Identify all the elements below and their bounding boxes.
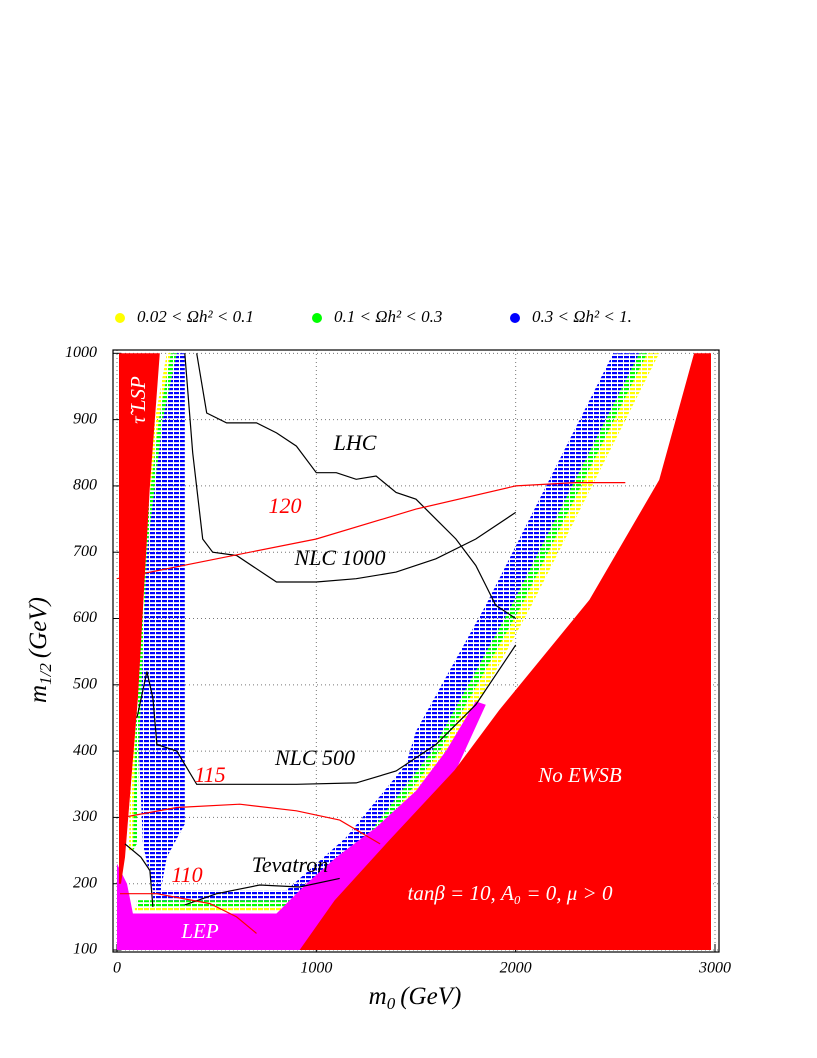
- contour-line: [120, 893, 257, 934]
- legend-marker: [115, 313, 125, 323]
- legend-label: 0.3 < Ωh² < 1.: [532, 307, 632, 326]
- y-tick-label: 800: [73, 477, 97, 494]
- y-tick-label: 600: [73, 609, 97, 626]
- annotation: tanβ = 10, A₀ = 0, μ > 0: [408, 881, 613, 905]
- axis-unit: (GeV): [25, 597, 52, 658]
- contour-label: Tevatron: [252, 852, 329, 877]
- contour-label: 115: [194, 762, 225, 787]
- y-tick-label: 500: [73, 675, 97, 692]
- y-tick-label: 200: [73, 874, 97, 891]
- y-axis-label: m1/2 (GeV): [25, 597, 55, 703]
- axis-symbol: m: [25, 685, 52, 703]
- x-tick-label: 0: [113, 960, 121, 977]
- excluded-region: [119, 353, 160, 884]
- legend-marker: [510, 313, 520, 323]
- contour-line: [122, 803, 381, 845]
- excluded-region: [299, 353, 711, 950]
- contour-line: [196, 353, 517, 620]
- excluded-region: [117, 701, 486, 950]
- plot-frame: [112, 349, 720, 953]
- legend-label: 0.1 < Ωh² < 0.3: [334, 307, 442, 326]
- relic-density-band: [138, 353, 185, 891]
- legend-marker: [312, 313, 322, 323]
- relic-density-band: [152, 890, 297, 901]
- y-tick-label: 300: [72, 808, 97, 825]
- x-axis-label: m0 (GeV): [369, 983, 462, 1013]
- relic-density-band: [316, 353, 660, 884]
- region-label: No EWSB: [537, 763, 622, 787]
- contour-line: [184, 353, 517, 583]
- y-tick-label: 700: [73, 543, 97, 560]
- contour-label: LHC: [333, 430, 377, 455]
- x-tick-label: 1000: [300, 960, 332, 977]
- region-label: τ̃ LSP: [126, 376, 150, 424]
- x-tick-label: 2000: [500, 960, 532, 977]
- relic-density-band: [306, 353, 648, 884]
- y-tick-label: 1000: [65, 344, 97, 361]
- contour-label: NLC 500: [274, 745, 355, 770]
- relic-density-band: [134, 906, 289, 912]
- axis-unit: (GeV): [400, 983, 461, 1010]
- contour-line: [124, 843, 340, 907]
- axis-symbol: m: [369, 983, 387, 1010]
- y-tick-label: 900: [73, 410, 97, 427]
- y-tick-label: 100: [73, 941, 97, 958]
- contour-label: 110: [171, 862, 202, 887]
- relic-density-band: [136, 900, 293, 907]
- contour-line: [116, 482, 626, 580]
- y-tick-label: 400: [73, 742, 97, 759]
- x-tick-label: 3000: [698, 960, 731, 977]
- contour-line: [136, 644, 517, 785]
- legend-label: 0.02 < Ωh² < 0.1: [137, 307, 254, 326]
- axis-subscript: 1/2: [36, 663, 55, 685]
- relic-density-band: [286, 353, 640, 897]
- contour-label: 120: [269, 493, 302, 518]
- contour-label: NLC 1000: [293, 545, 385, 570]
- region-label: LEP: [180, 919, 219, 943]
- axis-subscript: 0: [387, 994, 396, 1013]
